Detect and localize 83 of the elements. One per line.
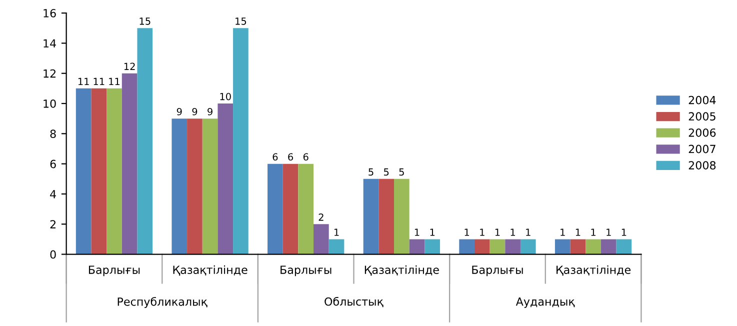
legend-label: 2008 <box>688 161 716 170</box>
bar <box>137 28 153 254</box>
y-tick-label: 14 <box>44 39 56 48</box>
bar <box>314 224 329 254</box>
data-label: 15 <box>236 18 246 25</box>
bar <box>233 28 248 254</box>
data-label: 6 <box>272 153 278 161</box>
x-tick-label: Барлығы <box>88 266 140 276</box>
data-label: 1 <box>622 228 626 236</box>
bar <box>187 118 202 254</box>
data-label: 6 <box>303 153 308 161</box>
text: Республикалық <box>118 297 208 308</box>
data-label: 1 <box>591 228 596 236</box>
data-label: 1 <box>334 228 339 236</box>
text: Облыстық <box>324 296 384 308</box>
y-tick-label: 8 <box>50 130 56 138</box>
bar <box>409 239 425 254</box>
data-label: 1 <box>480 228 484 236</box>
data-label: 1 <box>414 228 420 236</box>
data-label: 9 <box>208 108 212 116</box>
data-label: 9 <box>192 108 198 116</box>
y-tick-label: 2 <box>50 220 56 228</box>
bar <box>490 239 506 254</box>
y-tick-label: 10 <box>44 99 56 108</box>
bar <box>122 73 138 254</box>
data-label: 1 <box>560 228 565 236</box>
data-label: 1 <box>526 228 530 236</box>
data-label: 11 <box>78 78 89 86</box>
bar <box>424 239 440 254</box>
text: Аудандық <box>516 297 575 308</box>
bar <box>76 88 92 254</box>
data-label: 1 <box>464 228 470 236</box>
x-tick-label: Қазақтілінде <box>173 265 248 276</box>
bar <box>616 239 632 254</box>
bar <box>459 239 474 254</box>
y-tick-label: 4 <box>50 190 56 198</box>
bar <box>520 239 536 254</box>
bar <box>106 88 122 254</box>
bar <box>474 239 490 254</box>
bar <box>202 118 218 254</box>
bar <box>505 239 520 254</box>
bar <box>378 178 394 254</box>
bar <box>394 178 410 254</box>
data-label: 5 <box>368 168 374 176</box>
data-label: 1 <box>495 228 500 236</box>
bar <box>268 164 283 254</box>
data-label: 10 <box>220 92 231 100</box>
legend-label: 2006 <box>688 128 716 137</box>
x-tick-label: Қазақтілінде <box>556 265 631 276</box>
x-tick-label: Барлығы <box>472 266 523 276</box>
data-label: 1 <box>576 228 580 236</box>
data-label: 1 <box>510 228 515 236</box>
data-label: 5 <box>384 168 389 176</box>
y-tick-label: 0 <box>50 250 56 259</box>
bar <box>172 118 188 254</box>
bar <box>328 239 344 254</box>
x-tick-label: Қазақтілінде <box>364 265 439 276</box>
legend-label: 2004 <box>688 96 716 104</box>
data-label: 9 <box>176 108 182 116</box>
data-label: 15 <box>140 18 150 25</box>
data-label: 1 <box>430 228 435 236</box>
bar <box>218 104 234 254</box>
data-label: 11 <box>94 78 104 86</box>
bar <box>600 239 616 254</box>
data-label: 5 <box>399 168 404 176</box>
legend-label: 2007 <box>688 144 716 154</box>
y-tick-label: 6 <box>50 160 56 168</box>
bar <box>554 239 570 254</box>
x-tick-label: Барлығы <box>280 266 332 276</box>
bar <box>363 178 379 254</box>
data-label: 6 <box>288 153 294 161</box>
bar <box>570 239 586 254</box>
bar <box>91 88 107 254</box>
data-label: 12 <box>124 62 135 70</box>
bar <box>298 164 314 254</box>
bar <box>586 239 601 254</box>
y-tick-label: 12 <box>44 69 56 78</box>
data-label: 2 <box>318 214 324 221</box>
legend-label: 2005 <box>688 112 716 121</box>
data-label: 1 <box>606 228 611 236</box>
data-label: 11 <box>109 78 120 86</box>
y-tick-label: 16 <box>44 9 56 18</box>
bar <box>282 164 298 254</box>
